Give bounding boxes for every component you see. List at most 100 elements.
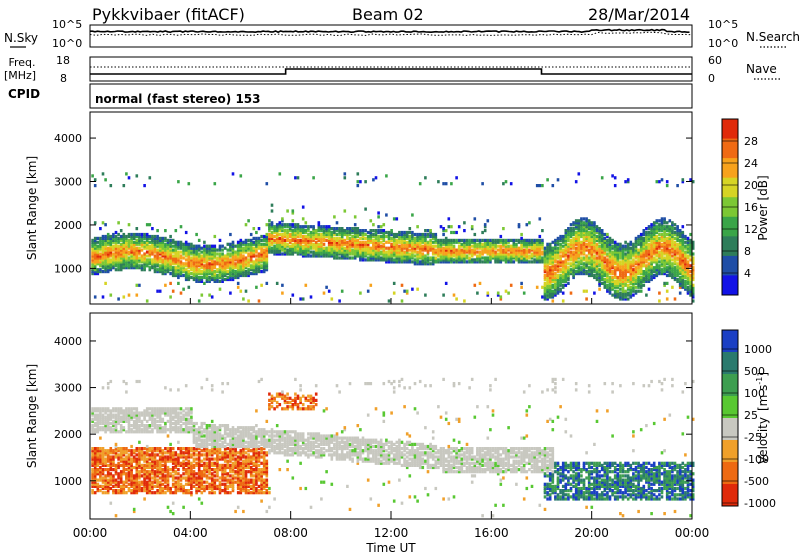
scatter-cell	[278, 244, 282, 248]
scatter-cell	[580, 246, 583, 250]
scatter-cell	[593, 244, 596, 248]
scatter-cell	[307, 244, 310, 248]
scatter-cell	[624, 281, 627, 285]
scatter-cell	[647, 232, 651, 237]
scatter-cell	[400, 248, 404, 252]
scatter-cell	[642, 248, 646, 252]
scatter-cell	[509, 244, 513, 248]
scatter-cell	[190, 266, 193, 270]
scatter-cell	[395, 240, 399, 244]
scatter-cell	[413, 232, 417, 237]
scatter-cell	[346, 227, 349, 231]
scatter-cell	[135, 474, 139, 478]
scatter-cell	[538, 248, 542, 252]
scatter-cell	[390, 236, 393, 240]
scatter-cell	[372, 242, 375, 246]
scatter-cell	[122, 453, 126, 457]
scatter-cell	[174, 229, 178, 233]
scatter-cell	[613, 293, 617, 297]
scatter-cell	[655, 252, 659, 256]
scatter-cell	[676, 270, 679, 274]
scatter-cell	[169, 242, 172, 246]
scatter-cell	[608, 246, 612, 250]
scatter-cell	[624, 289, 627, 293]
scatter-cell	[117, 474, 120, 478]
scatter-cell	[135, 461, 139, 465]
scatter-cell	[400, 244, 404, 248]
scatter-cell	[262, 254, 266, 258]
scatter-cell	[372, 223, 375, 227]
scatter-cell	[143, 234, 146, 239]
scatter-cell	[348, 246, 352, 250]
scatter-cell	[96, 256, 100, 260]
scatter-cell	[460, 244, 464, 248]
scatter-cell	[671, 275, 674, 280]
scatter-cell	[429, 230, 432, 235]
scatter-cell	[634, 236, 638, 240]
scatter-cell	[613, 250, 617, 254]
scatter-cell	[611, 272, 614, 276]
scatter-cell	[218, 244, 222, 248]
colorbar-tick-label: 16	[744, 201, 758, 214]
scatter-cell	[346, 248, 349, 252]
scatter-cell	[114, 238, 118, 242]
scatter-cell	[114, 248, 118, 252]
scatter-cell	[195, 246, 198, 250]
scatter-cell	[374, 248, 378, 252]
scatter-cell	[421, 248, 425, 252]
scatter-cell	[673, 256, 677, 260]
scatter-cell	[255, 254, 258, 258]
scatter-cell	[580, 272, 583, 276]
scatter-cell	[658, 223, 661, 227]
scatter-cell	[301, 217, 305, 221]
scatter-cell	[546, 248, 549, 252]
scatter-cell	[689, 250, 692, 254]
scatter-cell	[356, 246, 360, 250]
scatter-cell	[119, 264, 123, 268]
scatter-cell	[93, 256, 97, 260]
scatter-cell	[668, 264, 672, 268]
scatter-cell	[689, 240, 692, 244]
scatter-cell	[629, 287, 633, 291]
scatter-cell	[96, 413, 100, 417]
scatter-cell	[468, 252, 471, 256]
scatter-cell	[195, 264, 198, 268]
scatter-cell	[564, 230, 568, 235]
scatter-cell	[567, 254, 570, 258]
scatter-cell	[538, 260, 542, 264]
scatter-cell	[309, 244, 313, 248]
scatter-cell	[556, 266, 560, 270]
scatter-cell	[187, 244, 191, 248]
scatter-cell	[174, 244, 178, 248]
scatter-cell	[101, 461, 105, 465]
scatter-cell	[400, 230, 404, 235]
scatter-cell	[580, 221, 583, 225]
scatter-cell	[361, 234, 365, 239]
scatter-cell	[273, 248, 276, 252]
scatter-cell	[681, 254, 685, 258]
scatter-cell	[140, 232, 144, 237]
scatter-cell	[663, 270, 666, 274]
scatter-cell	[187, 272, 191, 276]
scatter-cell	[101, 468, 105, 472]
scatter-cell	[502, 248, 505, 252]
scatter-cell	[203, 270, 206, 274]
scatter-cell	[96, 461, 100, 465]
scatter-cell	[398, 244, 401, 248]
scatter-cell	[554, 260, 557, 264]
scatter-cell	[283, 250, 287, 254]
scatter-cell	[130, 480, 133, 484]
scatter-cell	[140, 468, 144, 472]
scatter-cell	[151, 470, 154, 474]
scatter-cell	[182, 244, 185, 248]
scatter-cell	[140, 268, 144, 272]
scatter-cell	[548, 279, 552, 283]
scatter-cell	[483, 225, 487, 229]
scatter-cell	[569, 256, 573, 260]
scatter-cell	[374, 232, 378, 237]
scatter-cell	[119, 411, 123, 415]
scatter-cell	[210, 277, 214, 282]
scatter-cell	[600, 232, 604, 237]
scatter-cell	[626, 293, 630, 297]
scatter-cell	[379, 250, 383, 254]
